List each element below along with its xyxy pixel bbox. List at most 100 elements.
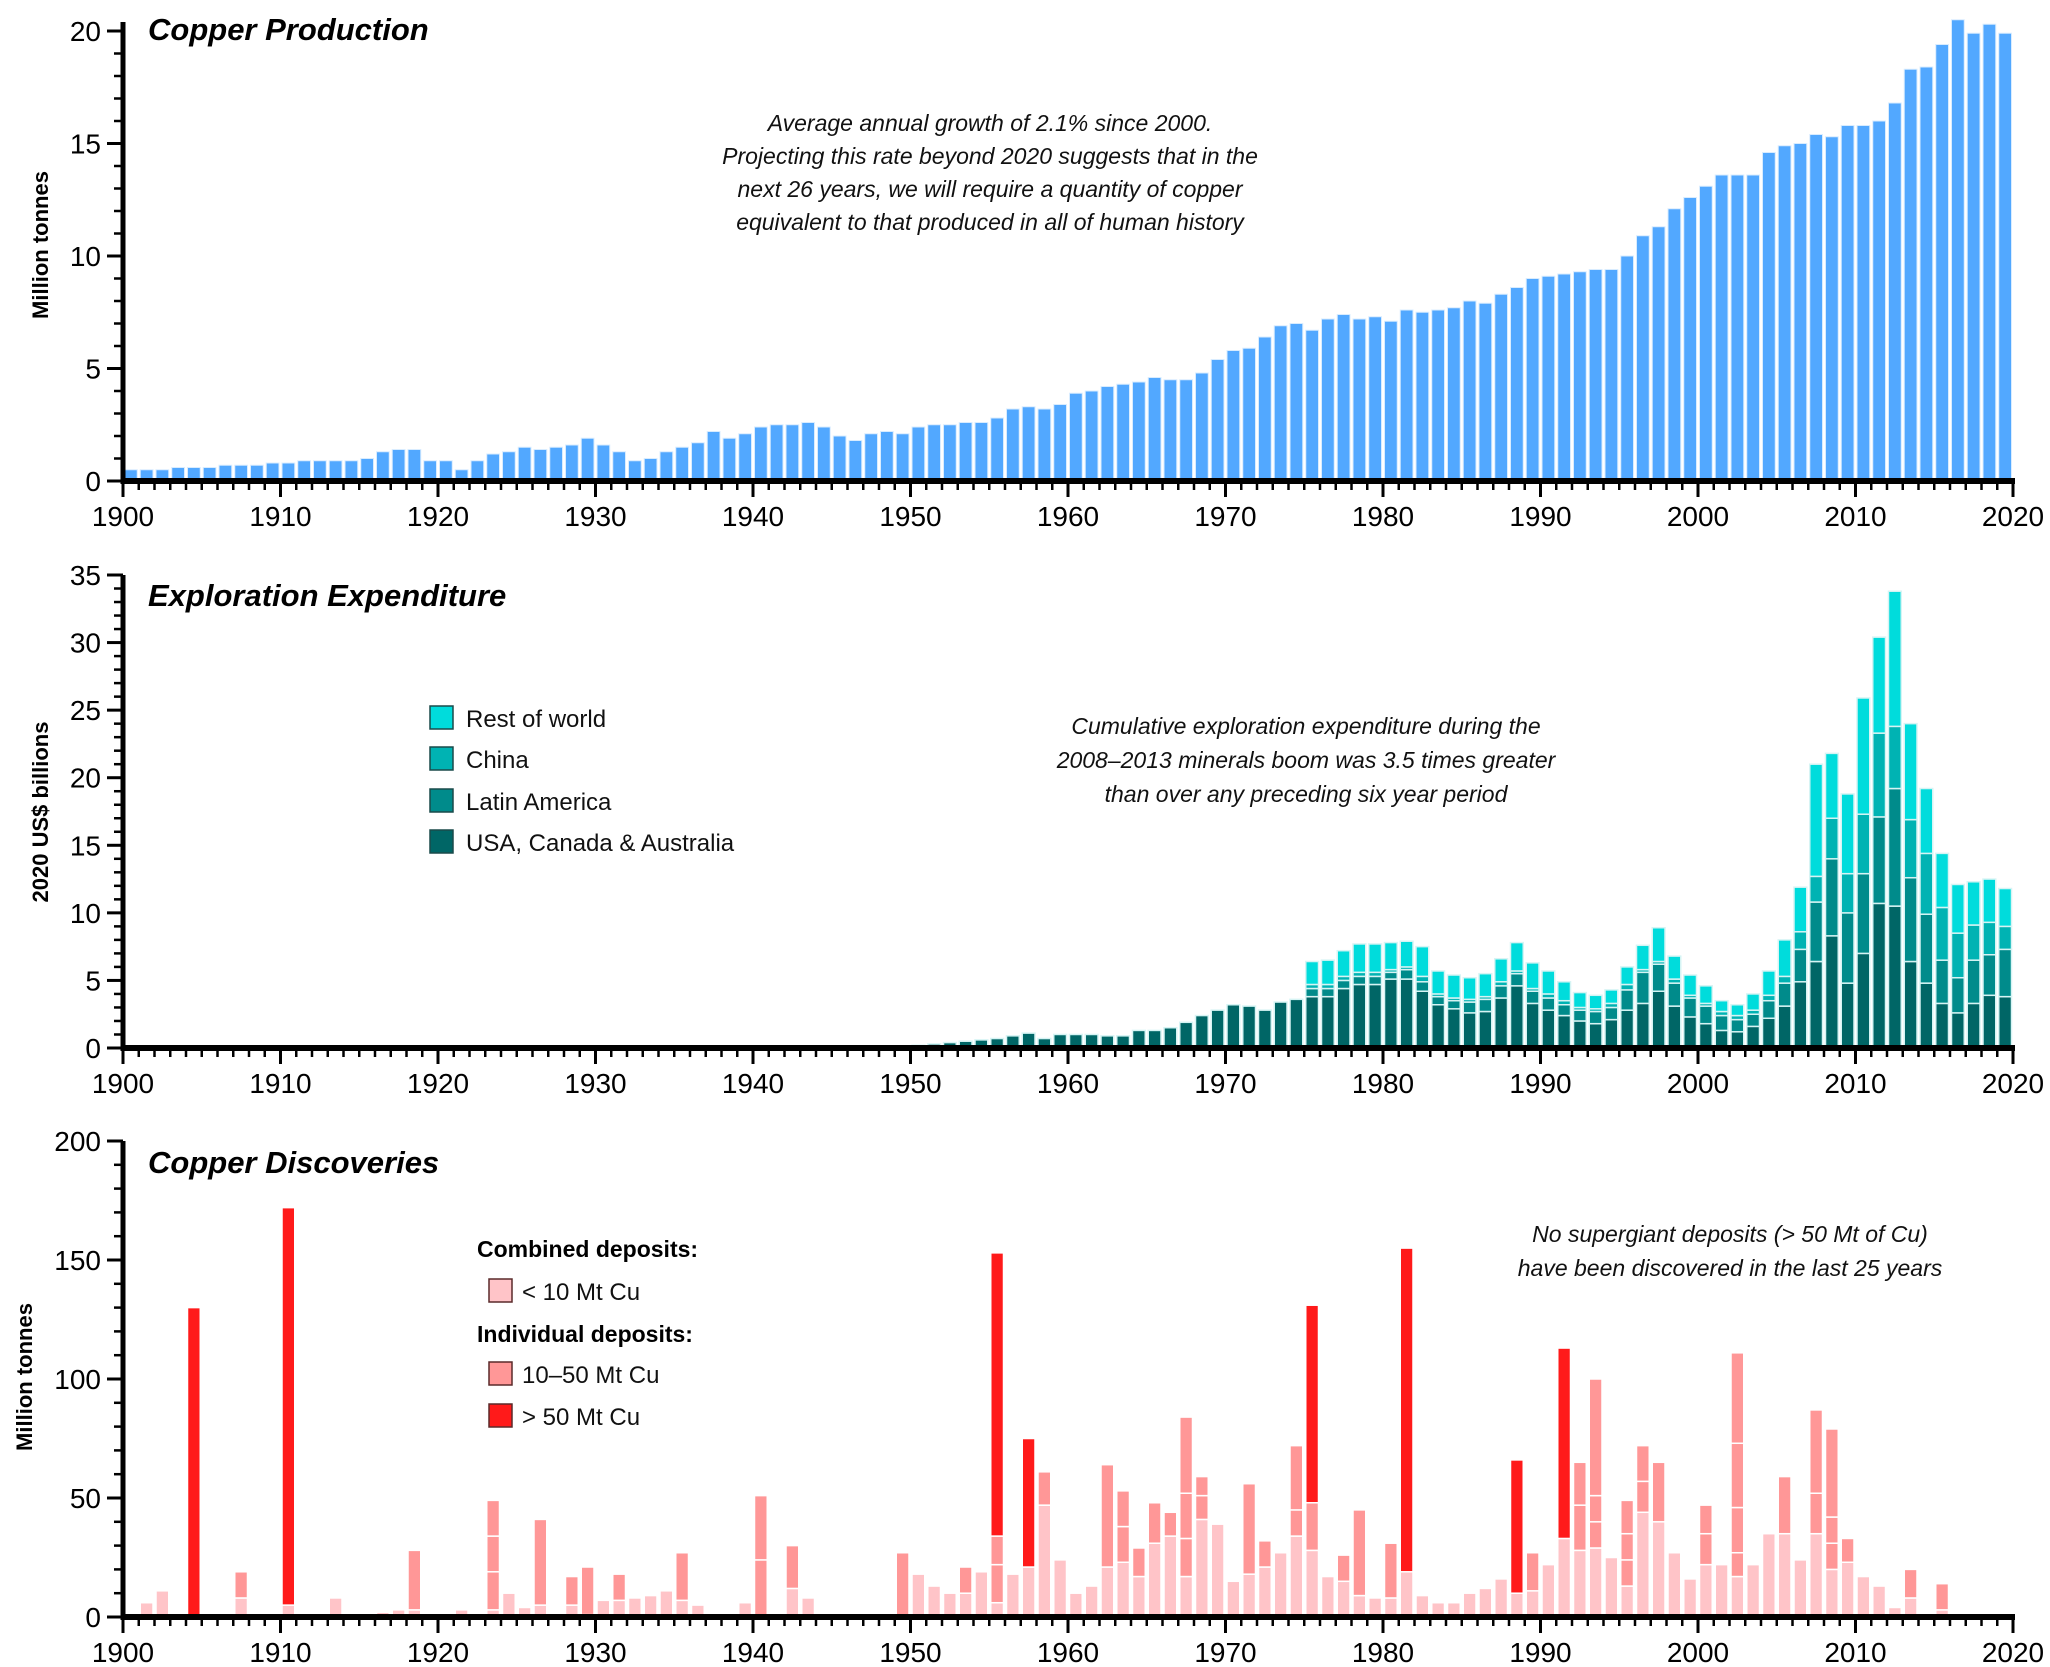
production-bar — [1604, 269, 1619, 482]
exploration-bar-segment — [1903, 876, 1918, 963]
discovery-bar-segment — [1572, 1549, 1587, 1618]
discovery-bar-segment — [1179, 1575, 1194, 1618]
exploration-bar-segment — [1966, 1002, 1981, 1049]
production-bar — [1683, 197, 1697, 482]
legend-label-latin-america: Latin America — [466, 789, 612, 816]
production-bar — [1053, 404, 1067, 482]
production-bar — [1557, 273, 1571, 482]
discovery-bar-segment — [785, 1544, 800, 1590]
exploration-bar-segment — [1462, 976, 1477, 1001]
discovery-bar-segment — [1730, 1506, 1745, 1554]
exploration-bar-segment — [1667, 982, 1682, 1007]
production-bar — [628, 460, 642, 482]
exploration-bar-segment — [1651, 963, 1666, 992]
discovery-bar-segment — [1620, 1585, 1635, 1618]
x-tick-label: 2020 — [1982, 1068, 2044, 1099]
exploration-bar-segment — [1273, 1001, 1288, 1049]
discovery-bar-segment — [1635, 1444, 1650, 1483]
production-bar — [801, 422, 815, 482]
exploration-bar-segment — [1824, 752, 1839, 820]
production-bar — [1620, 255, 1634, 482]
production-bar — [1494, 293, 1508, 482]
exploration-bar-segment — [1809, 901, 1824, 963]
exploration-bar-segment — [1509, 972, 1524, 987]
exploration-bar-segment — [1809, 960, 1824, 1049]
exploration-bar-segment — [1383, 971, 1398, 980]
production-bar — [1651, 226, 1666, 482]
y-tick-label: 20 — [70, 16, 101, 47]
exploration-bar-segment — [1998, 948, 2013, 998]
y-tick-label: 5 — [85, 354, 101, 385]
exploration-bar-segment — [1777, 982, 1792, 1007]
discovery-bar-segment — [1509, 1592, 1524, 1618]
legend-heading-combined: Combined deposits: — [477, 1236, 698, 1262]
legend-label-10-50: 10–50 Mt Cu — [522, 1362, 659, 1389]
exploration-bar-segment — [1588, 1022, 1603, 1049]
exploration-bar-segment — [1620, 983, 1635, 991]
exploration-bar-segment — [1761, 994, 1776, 1002]
discovery-bar-segment — [1399, 1247, 1414, 1573]
exploration-bar-segment — [1840, 872, 1855, 914]
discovery-bar-segment — [1478, 1587, 1493, 1618]
production-bar — [580, 437, 595, 482]
discovery-bar-segment — [486, 1571, 501, 1611]
exploration-bar-segment — [1824, 935, 1839, 1049]
production-bar — [1888, 102, 1902, 482]
production-y-label: Million tonnes — [28, 171, 53, 319]
x-tick-label: 1940 — [722, 1637, 784, 1667]
discovery-bar-segment — [1305, 1502, 1320, 1552]
exploration-expenditure-panel: 1900 1910 1920 1930 1940 1950 1960 1970 1980 1990… — [28, 560, 2044, 1099]
exploration-bar-segment — [1572, 1009, 1587, 1022]
production-bar — [1242, 347, 1256, 482]
x-tick-label: 1980 — [1352, 1637, 1414, 1667]
exploration-bar-segment — [1950, 932, 1965, 979]
exploration-legend: Rest of world China Latin America USA, C… — [429, 705, 735, 857]
discovery-bar-segment — [1541, 1563, 1556, 1618]
x-tick-label: 1900 — [92, 1637, 154, 1667]
exploration-bar-segment — [1903, 818, 1918, 879]
exploration-bar-segment — [1872, 732, 1887, 818]
discoveries-annotation-line: have been discovered in the last 25 year… — [1518, 1255, 1943, 1281]
exploration-bar-segment — [1856, 697, 1871, 815]
discovery-bar-segment — [1305, 1549, 1320, 1618]
exploration-bar-segment — [1320, 995, 1335, 1049]
exploration-bar-segment — [1368, 943, 1383, 974]
production-bar — [502, 451, 516, 482]
production-bar — [1195, 372, 1209, 482]
production-bar — [958, 422, 973, 482]
production-axes: 1900 1910 1920 1930 1940 1950 1960 1970 1980 1990… — [70, 16, 2044, 532]
production-bar — [1084, 390, 1099, 482]
exploration-bar-segment — [1336, 987, 1351, 1049]
discovery-bar-segment — [1730, 1442, 1745, 1509]
exploration-bar-segment — [1368, 975, 1383, 986]
production-bar — [1966, 32, 1981, 482]
discovery-bar-segment — [1336, 1580, 1351, 1618]
discovery-bar-segment — [1620, 1532, 1635, 1561]
production-bar — [565, 444, 579, 482]
exploration-bar-segment — [1305, 960, 1320, 986]
x-tick-label: 1940 — [722, 501, 784, 532]
exploration-bar-segment — [1194, 1014, 1209, 1049]
production-bar — [1384, 320, 1398, 482]
exploration-bar-segment — [1525, 962, 1540, 990]
exploration-bar-segment — [1777, 1005, 1792, 1049]
discovery-bar-segment — [643, 1594, 658, 1618]
exploration-bar-segment — [1541, 1009, 1556, 1049]
exploration-bar-segment — [1793, 886, 1808, 933]
exploration-bar-segment — [1525, 1002, 1540, 1049]
discovery-bar-segment — [785, 1587, 800, 1618]
exploration-bar-segment — [1494, 958, 1509, 983]
production-bar — [1840, 125, 1855, 482]
x-tick-label: 1950 — [879, 1637, 941, 1667]
exploration-bar-segment — [1856, 952, 1871, 1049]
discovery-bar-segment — [753, 1559, 768, 1618]
production-bar — [1431, 309, 1445, 482]
production-bar — [1510, 287, 1524, 482]
production-bar — [754, 426, 768, 482]
discovery-bar-segment — [1336, 1554, 1351, 1583]
x-tick-label: 1980 — [1352, 501, 1414, 532]
production-bar — [675, 446, 689, 482]
discovery-bar-segment — [186, 1306, 201, 1618]
discovery-bar-segment — [942, 1592, 957, 1618]
